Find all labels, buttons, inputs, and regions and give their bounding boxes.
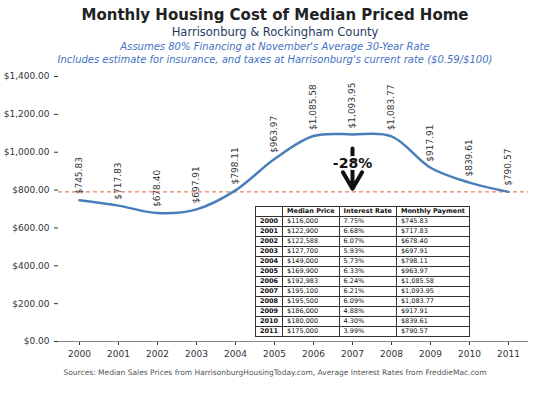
html-text:6.33%: 6.33% bbox=[343, 267, 365, 275]
html-text:3.99%: 3.99% bbox=[343, 327, 365, 335]
svg-text:$600.00: $600.00 bbox=[12, 223, 49, 233]
svg-text:-28%: -28% bbox=[333, 155, 372, 171]
svg-text:$717.83: $717.83 bbox=[113, 162, 123, 199]
html-text:2004: 2004 bbox=[260, 257, 279, 265]
svg-text:$745.83: $745.83 bbox=[74, 157, 84, 194]
html-text:6.24%: 6.24% bbox=[343, 277, 365, 285]
html-text:2006: 2006 bbox=[260, 277, 279, 285]
svg-text:2010: 2010 bbox=[458, 349, 481, 359]
html-text:Sources: Median Sales Prices f: Sources: Median Sales Prices from Harris… bbox=[63, 368, 487, 377]
html-text:$116,000: $116,000 bbox=[287, 217, 319, 225]
html-text:2009: 2009 bbox=[260, 307, 279, 315]
svg-text:$200.00: $200.00 bbox=[12, 299, 49, 309]
html-text:$917.91: $917.91 bbox=[400, 307, 428, 315]
svg-text:$1,093.95: $1,093.95 bbox=[347, 83, 357, 129]
svg-text:$697.91: $697.91 bbox=[191, 166, 201, 203]
svg-text:$1,000.00: $1,000.00 bbox=[4, 147, 50, 157]
svg-text:2005: 2005 bbox=[263, 349, 286, 359]
svg-text:2008: 2008 bbox=[380, 349, 403, 359]
svg-text:2002: 2002 bbox=[146, 349, 169, 359]
svg-text:2000: 2000 bbox=[68, 349, 91, 359]
html-text:6.68%: 6.68% bbox=[343, 227, 365, 235]
svg-text:2011: 2011 bbox=[497, 349, 520, 359]
html-text:2007: 2007 bbox=[260, 287, 279, 295]
html-text:$122,900: $122,900 bbox=[287, 227, 319, 235]
html-text:$195,100: $195,100 bbox=[287, 287, 319, 295]
html-text:$180,000: $180,000 bbox=[287, 317, 319, 325]
html-text:$1,085.58: $1,085.58 bbox=[400, 277, 434, 285]
html-text:2008: 2008 bbox=[260, 297, 279, 305]
svg-text:$400.00: $400.00 bbox=[12, 261, 49, 271]
html-text:$1,093.95: $1,093.95 bbox=[400, 287, 434, 295]
svg-text:$0.00: $0.00 bbox=[24, 336, 50, 346]
html-text:6.21%: 6.21% bbox=[343, 287, 365, 295]
svg-text:$1,200.00: $1,200.00 bbox=[4, 109, 50, 119]
html-text:Interest Rate: Interest Rate bbox=[343, 207, 392, 215]
svg-text:$839.61: $839.61 bbox=[464, 139, 474, 176]
html-text:$745.83: $745.83 bbox=[400, 217, 428, 225]
html-text:Monthly Payment: Monthly Payment bbox=[400, 207, 465, 215]
html-text:Median Price: Median Price bbox=[287, 207, 335, 215]
svg-text:2007: 2007 bbox=[341, 349, 364, 359]
html-text:2000: 2000 bbox=[260, 217, 279, 225]
html-text:Monthly Housing Cost of Median: Monthly Housing Cost of Median Priced Ho… bbox=[81, 6, 469, 24]
html-text:6.09%: 6.09% bbox=[343, 297, 365, 305]
html-text:7.75%: 7.75% bbox=[343, 217, 365, 225]
svg-text:$798.11: $798.11 bbox=[230, 147, 240, 184]
html-text:$192,983: $192,983 bbox=[287, 277, 319, 285]
html-text:$149,000: $149,000 bbox=[287, 257, 319, 265]
html-text:$195,500: $195,500 bbox=[287, 297, 319, 305]
svg-text:$917.91: $917.91 bbox=[425, 125, 435, 162]
html-text:2002: 2002 bbox=[260, 237, 279, 245]
html-text:2001: 2001 bbox=[260, 227, 279, 235]
svg-text:$790.57: $790.57 bbox=[503, 149, 513, 186]
html-text:5.73%: 5.73% bbox=[343, 257, 365, 265]
svg-text:$800.00: $800.00 bbox=[12, 185, 49, 195]
html-text:$839.61: $839.61 bbox=[400, 317, 428, 325]
html-text:$175,000: $175,000 bbox=[287, 327, 319, 335]
html-text:Includes estimate for insuranc: Includes estimate for insurance, and tax… bbox=[57, 54, 493, 65]
svg-text:$678.40: $678.40 bbox=[152, 170, 162, 207]
svg-text:$1,085.58: $1,085.58 bbox=[308, 84, 318, 130]
html-text:6.07%: 6.07% bbox=[343, 237, 365, 245]
html-text:$790.57: $790.57 bbox=[400, 327, 428, 335]
html-text:4.30%: 4.30% bbox=[343, 317, 365, 325]
html-text:Assumes 80% Financing at Novem: Assumes 80% Financing at November's Aver… bbox=[120, 41, 430, 52]
svg-text:2009: 2009 bbox=[419, 349, 442, 359]
html-text:$169,900: $169,900 bbox=[287, 267, 319, 275]
html-text:2011: 2011 bbox=[260, 327, 279, 335]
svg-text:$1,400.00: $1,400.00 bbox=[4, 71, 50, 81]
html-text:2010: 2010 bbox=[260, 317, 279, 325]
html-text:Harrisonburg & Rockingham Coun: Harrisonburg & Rockingham County bbox=[171, 25, 379, 39]
html-text:$678.40: $678.40 bbox=[400, 237, 428, 245]
svg-text:$963.97: $963.97 bbox=[269, 116, 279, 153]
html-text:5.93%: 5.93% bbox=[343, 247, 365, 255]
html-text:$798.11: $798.11 bbox=[400, 257, 428, 265]
svg-text:2004: 2004 bbox=[224, 349, 247, 359]
svg-text:2003: 2003 bbox=[185, 349, 208, 359]
svg-text:2001: 2001 bbox=[107, 349, 130, 359]
html-text:2003: 2003 bbox=[260, 247, 279, 255]
html-text:$697.91: $697.91 bbox=[400, 247, 428, 255]
html-text:2005: 2005 bbox=[260, 267, 279, 275]
html-text:4.88%: 4.88% bbox=[343, 307, 365, 315]
svg-text:$1,083.77: $1,083.77 bbox=[386, 85, 396, 131]
html-text:$122,588: $122,588 bbox=[287, 237, 319, 245]
html-text:$717.83: $717.83 bbox=[400, 227, 428, 235]
html-text:$963.97: $963.97 bbox=[400, 267, 428, 275]
html-text:$1,083.77: $1,083.77 bbox=[400, 297, 434, 305]
html-text:$186,000: $186,000 bbox=[287, 307, 319, 315]
svg-text:2006: 2006 bbox=[302, 349, 325, 359]
html-text:$127,700: $127,700 bbox=[287, 247, 319, 255]
